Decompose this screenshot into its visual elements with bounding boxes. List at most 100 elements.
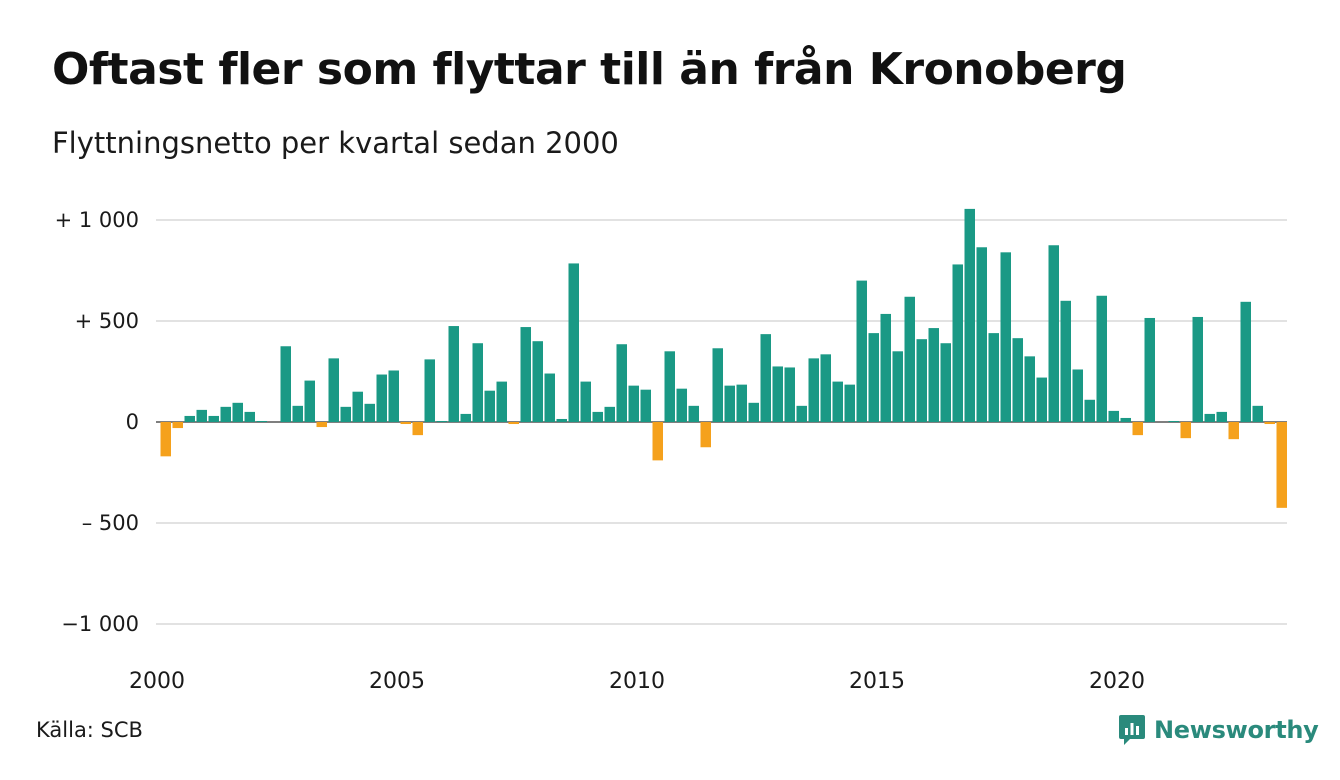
bar [244,411,255,422]
bar [616,344,627,422]
bar [1132,422,1143,436]
bar [232,402,243,422]
bar [220,406,231,422]
bar [724,385,735,422]
bar [400,422,411,425]
bar [856,280,867,422]
bar [436,420,447,422]
bar [496,381,507,422]
bar [604,406,615,422]
bar [688,405,699,422]
bar [772,366,783,422]
bar [880,313,891,422]
bar [1276,422,1287,508]
bar [376,374,387,422]
bar [280,346,291,422]
bar [196,409,207,422]
bar [676,388,687,422]
bar [1240,301,1251,422]
bar [316,422,327,428]
bar [988,333,999,422]
bar [580,381,591,422]
bar [892,351,903,422]
bar [868,333,879,422]
bar [736,384,747,422]
bar [952,264,963,422]
bar [844,384,855,422]
bar [256,420,267,422]
brand-name: Newsworthy [1154,716,1319,744]
bar [160,422,171,457]
bar [628,385,639,422]
bar [1108,410,1119,422]
bar [1168,420,1179,422]
newsworthy-icon [1119,715,1145,745]
bar [700,422,711,448]
bar [832,381,843,422]
bar [1144,317,1155,422]
bar [508,422,519,425]
bar [592,411,603,422]
y-tick-label: −1 000 [61,612,139,636]
bar [1228,422,1239,440]
bar [532,341,543,422]
bar [1252,405,1263,422]
bar [1096,295,1107,422]
chart-title: Oftast fler som flyttar till än från Kro… [52,44,1127,95]
bar [340,406,351,422]
bar [568,263,579,422]
y-tick-label: – 500 [82,511,139,535]
bar [820,354,831,422]
x-tick-labels: 2000 2005 2010 2015 2020 [129,669,1145,694]
bar [784,367,795,422]
bar [976,247,987,422]
bar [520,327,531,422]
bar [664,351,675,422]
bar [904,296,915,422]
bar [1000,252,1011,422]
bar [364,403,375,422]
bar [292,405,303,422]
bar [1084,399,1095,422]
bar [748,402,759,422]
bar [388,370,399,422]
bar [928,328,939,422]
bar [640,389,651,422]
bar [460,413,471,422]
y-tick-labels: + 1 000 + 500 0 – 500 −1 000 [55,208,139,636]
y-tick-label: 0 [126,410,139,434]
bar [940,343,951,422]
x-tick-label: 2000 [129,669,185,694]
chart-subtitle: Flyttningsnetto per kvartal sedan 2000 [52,126,619,160]
newsworthy-logo: Newsworthy [1118,712,1319,748]
bar [484,390,495,422]
x-tick-label: 2005 [369,669,425,694]
bar [184,415,195,422]
y-tick-label: + 1 000 [55,208,139,232]
bar [1216,411,1227,422]
bar [556,418,567,422]
bar [412,422,423,436]
bar [352,391,363,422]
bar [424,359,435,422]
x-tick-label: 2010 [609,669,665,694]
bar [1048,245,1059,422]
bar [964,208,975,422]
bar [1192,316,1203,422]
bar [1204,413,1215,422]
bar [1264,422,1275,425]
bar [808,358,819,422]
bar [172,422,183,429]
bar [796,405,807,422]
source-note: Källa: SCB [36,718,143,742]
x-tick-label: 2015 [849,669,905,694]
bar [760,334,771,422]
bar [1060,300,1071,422]
bar [1036,377,1047,422]
bar [1180,422,1191,439]
bar [1024,356,1035,422]
bar [712,348,723,422]
bar [652,422,663,461]
bar [1072,369,1083,422]
